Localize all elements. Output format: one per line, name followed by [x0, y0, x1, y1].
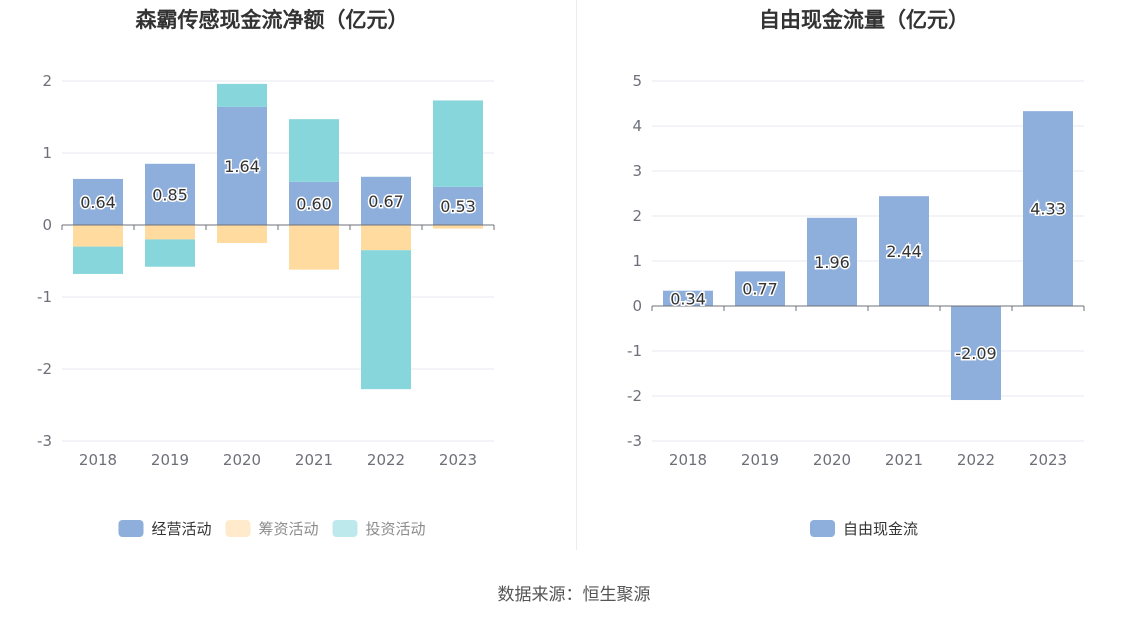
legend-swatch: [332, 520, 358, 537]
bar: [735, 271, 785, 306]
bar-segment: [289, 225, 339, 270]
x-tick-label: 2020: [813, 451, 851, 469]
y-tick-label: 0: [632, 297, 642, 315]
y-tick-label: 1: [632, 252, 642, 270]
legend-label: 筹资活动: [259, 520, 319, 538]
y-tick-label: -1: [37, 288, 52, 306]
y-tick-label: 4: [632, 117, 642, 135]
bar-segment: [361, 250, 411, 390]
bar: [951, 306, 1001, 401]
bar: [663, 290, 713, 306]
legend-label: 自由现金流: [843, 520, 918, 538]
data-label: 0.60: [296, 194, 332, 213]
bar-segment: [433, 186, 483, 225]
y-tick-label: 1: [42, 144, 52, 162]
x-tick-label: 2021: [885, 451, 923, 469]
data-label: 1.64: [224, 157, 260, 176]
legend-swatch: [118, 520, 144, 537]
x-tick-label: 2020: [223, 451, 261, 469]
data-source-note: 数据来源：恒生聚源: [497, 585, 651, 605]
bar-segment: [217, 225, 267, 243]
bar-segment: [73, 178, 123, 225]
legend-swatch: [225, 520, 251, 537]
y-tick-label: -3: [627, 432, 642, 450]
bar-segment: [73, 246, 123, 274]
bar: [879, 196, 929, 306]
bar-segment: [289, 181, 339, 225]
data-label: 0.53: [440, 197, 476, 216]
bar-segment: [433, 225, 483, 229]
x-tick-label: 2021: [295, 451, 333, 469]
chart-title: 森霸传感现金流净额（亿元）: [136, 8, 409, 32]
legend-label: 投资活动: [366, 520, 426, 538]
y-tick-label: -1: [627, 342, 642, 360]
y-tick-label: 2: [632, 207, 642, 225]
bar-segment: [145, 163, 195, 225]
data-label: 0.77: [742, 280, 778, 299]
y-tick-label: 3: [632, 162, 642, 180]
bar-segment: [217, 106, 267, 225]
x-tick-label: 2019: [151, 451, 189, 469]
bar-segment: [433, 100, 483, 187]
legend-label: 经营活动: [152, 520, 212, 538]
panel-divider: [576, 0, 577, 550]
y-tick-label: -2: [37, 360, 52, 378]
legend-swatch: [810, 520, 835, 537]
data-label: 0.64: [80, 193, 116, 212]
data-label: 2.44: [886, 242, 922, 261]
x-tick-label: 2018: [79, 451, 117, 469]
bar-segment: [145, 225, 195, 240]
y-tick-label: -2: [627, 387, 642, 405]
x-tick-label: 2022: [367, 451, 405, 469]
chart-title: 自由现金流量（亿元）: [759, 8, 969, 32]
bar-segment: [361, 225, 411, 251]
bar-segment: [217, 83, 267, 107]
data-label: 4.33: [1030, 200, 1066, 219]
y-tick-label: 2: [42, 72, 52, 90]
bar: [807, 217, 857, 306]
y-tick-label: 0: [42, 216, 52, 234]
bar-segment: [361, 176, 411, 225]
bar-segment: [145, 239, 195, 267]
data-label: 1.96: [814, 253, 850, 272]
x-tick-label: 2018: [669, 451, 707, 469]
bar-segment: [289, 119, 339, 182]
bar-segment: [73, 225, 123, 247]
x-tick-label: 2023: [439, 451, 477, 469]
data-label: 0.85: [152, 185, 188, 204]
data-label: -2.09: [955, 344, 996, 363]
x-tick-label: 2023: [1029, 451, 1067, 469]
x-tick-label: 2019: [741, 451, 779, 469]
data-label: 0.67: [368, 192, 404, 211]
x-tick-label: 2022: [957, 451, 995, 469]
data-label: 0.34: [670, 289, 706, 308]
bar: [1023, 111, 1073, 307]
y-tick-label: 5: [632, 72, 642, 90]
y-tick-label: -3: [37, 432, 52, 450]
